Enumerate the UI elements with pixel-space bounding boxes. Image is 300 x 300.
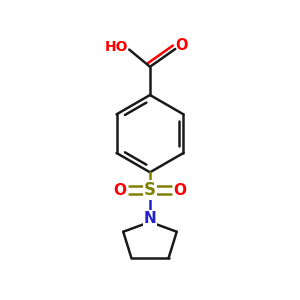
Text: O: O bbox=[173, 183, 187, 198]
Text: HO: HO bbox=[105, 40, 128, 54]
Text: N: N bbox=[144, 211, 156, 226]
Text: O: O bbox=[113, 183, 127, 198]
Text: S: S bbox=[144, 181, 156, 199]
Text: O: O bbox=[176, 38, 188, 53]
